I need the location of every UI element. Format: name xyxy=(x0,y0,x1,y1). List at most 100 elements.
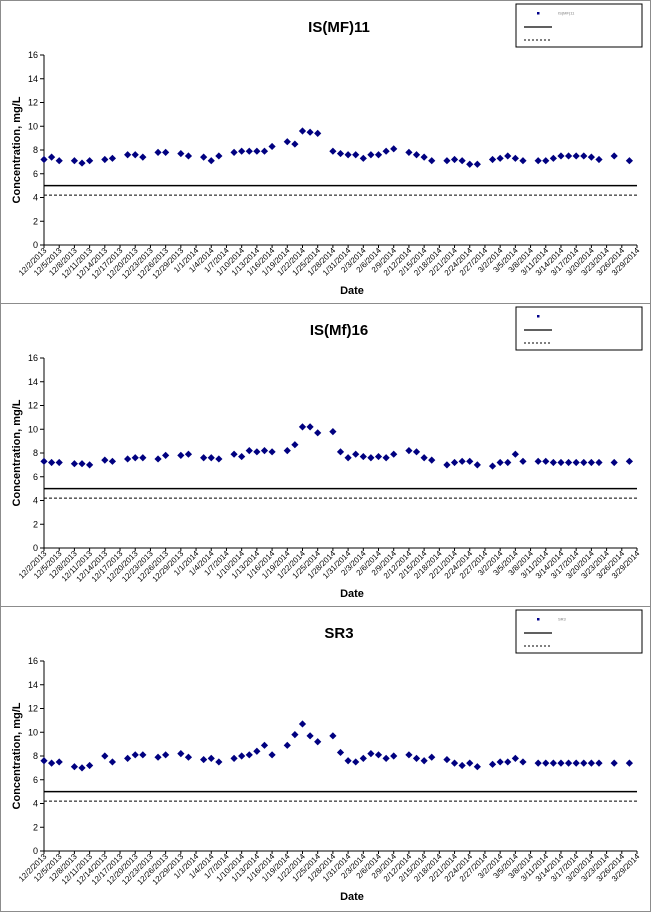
data-point xyxy=(580,152,588,160)
data-point xyxy=(587,153,595,161)
chart-svg: IS(Mf)16024681012141612/2/201312/5/20131… xyxy=(11,306,643,600)
legend-box xyxy=(515,3,643,48)
data-point xyxy=(473,160,481,168)
data-point xyxy=(139,751,147,759)
data-point xyxy=(78,159,86,167)
data-point xyxy=(184,450,193,458)
data-point xyxy=(466,457,474,465)
data-point xyxy=(108,758,117,766)
y-axis-label: Concentration, mg/L xyxy=(11,96,23,203)
data-point xyxy=(184,753,193,761)
data-point xyxy=(443,755,451,764)
y-tick-label: 0 xyxy=(33,846,38,856)
data-point xyxy=(625,157,633,165)
data-point xyxy=(215,758,223,766)
data-point xyxy=(162,751,170,759)
data-point xyxy=(314,738,322,746)
data-point xyxy=(428,456,436,464)
data-point xyxy=(40,757,48,765)
data-point xyxy=(260,741,269,749)
data-point xyxy=(557,152,565,160)
data-point xyxy=(291,140,299,148)
data-point xyxy=(283,138,291,146)
y-tick-label: 4 xyxy=(33,496,38,506)
data-point xyxy=(572,152,580,160)
data-point xyxy=(496,154,504,162)
data-point xyxy=(55,157,63,165)
data-point xyxy=(367,750,375,758)
data-point xyxy=(595,458,603,467)
legend-marker-data xyxy=(537,315,540,318)
data-point xyxy=(329,732,337,740)
panel-divider xyxy=(1,606,650,607)
data-point xyxy=(458,457,466,465)
data-point xyxy=(428,753,436,761)
data-point xyxy=(268,142,276,151)
data-point xyxy=(283,741,291,749)
data-point xyxy=(291,731,299,739)
data-point xyxy=(382,454,390,462)
data-point xyxy=(420,153,428,161)
data-point xyxy=(412,448,421,456)
data-point xyxy=(177,750,185,758)
data-point xyxy=(374,151,383,159)
y-tick-label: 14 xyxy=(28,680,38,690)
data-point xyxy=(504,758,512,766)
data-point xyxy=(450,759,459,767)
y-tick-label: 12 xyxy=(28,704,38,714)
data-point xyxy=(200,755,208,764)
data-point xyxy=(336,149,345,158)
data-point xyxy=(420,454,428,462)
data-point xyxy=(207,157,215,165)
data-point xyxy=(488,760,497,768)
y-tick-label: 0 xyxy=(33,240,38,250)
data-point xyxy=(162,148,170,156)
data-point xyxy=(504,458,512,467)
x-axis-label: Date xyxy=(340,588,364,600)
data-point xyxy=(124,754,132,762)
data-point xyxy=(329,428,337,436)
y-tick-label: 4 xyxy=(33,799,38,809)
data-point xyxy=(534,457,542,465)
data-point xyxy=(374,452,383,461)
data-point xyxy=(359,754,367,762)
data-point xyxy=(108,457,117,465)
data-point xyxy=(336,748,345,757)
data-point xyxy=(260,447,269,455)
data-point xyxy=(291,441,299,449)
data-point xyxy=(542,157,550,165)
data-point xyxy=(519,758,527,766)
data-point xyxy=(55,758,63,766)
data-point xyxy=(154,148,162,156)
data-point xyxy=(139,153,147,161)
y-tick-label: 6 xyxy=(33,775,38,785)
legend-box xyxy=(515,306,643,351)
data-point xyxy=(48,759,56,767)
chart-title: SR3 xyxy=(324,625,353,642)
data-point xyxy=(200,454,208,462)
data-point xyxy=(184,152,193,160)
data-point xyxy=(86,761,94,770)
data-point xyxy=(215,455,223,463)
data-point xyxy=(473,461,481,469)
data-point xyxy=(542,457,550,465)
data-point xyxy=(458,761,466,770)
data-point xyxy=(124,151,132,159)
data-point xyxy=(55,458,63,467)
data-point xyxy=(268,751,276,759)
data-point xyxy=(101,155,109,164)
data-point xyxy=(466,759,474,767)
data-point xyxy=(70,460,79,468)
y-tick-label: 14 xyxy=(28,377,38,387)
legend-entry: IS(MF)11 xyxy=(558,11,575,16)
data-point xyxy=(405,751,413,759)
data-point xyxy=(511,154,519,162)
y-tick-label: 12 xyxy=(28,401,38,411)
y-tick-label: 10 xyxy=(28,727,38,737)
data-point xyxy=(344,454,352,462)
y-tick-label: 0 xyxy=(33,543,38,553)
chart-panel-1: IS(MF)11 IS(MF)11 0 2 4 6 8 10 12 14 16 12/2/2013 12… xyxy=(1,1,650,303)
data-point xyxy=(70,157,79,165)
data-point xyxy=(344,151,352,159)
